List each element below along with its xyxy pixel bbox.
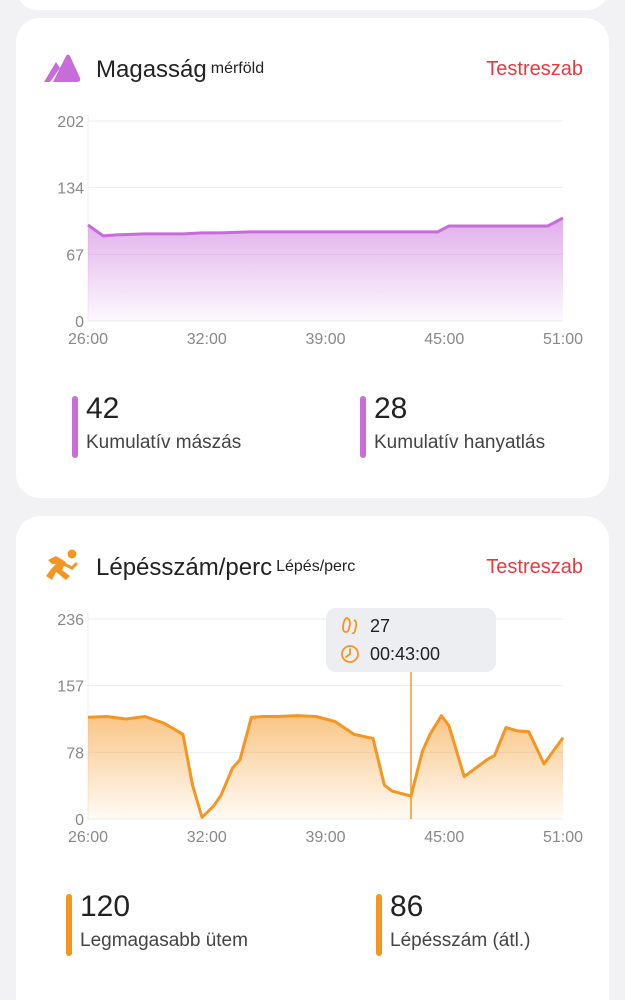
y-tick-label: 0 (75, 812, 84, 829)
mountain-icon (44, 54, 81, 82)
stat-label: Kumulatív mászás (86, 432, 242, 453)
stat-bar (376, 894, 382, 956)
y-tick-label: 202 (57, 114, 84, 131)
cadence-chart[interactable]: 236 157 78 026:00 32:00 39:00 45:00 51:00 (16, 516, 609, 856)
series-area (88, 218, 563, 321)
stat-bar (72, 396, 78, 458)
altitude-customize-button[interactable]: Testreszab (486, 58, 583, 80)
clock-icon (341, 645, 359, 663)
series-line (87, 216, 564, 238)
series-line (87, 714, 565, 819)
stat-value: 120 (80, 890, 131, 923)
x-tick-label: 39:00 (305, 829, 345, 846)
altitude-header: Magasság mérföld Testreszab (16, 18, 609, 118)
x-tick-label: 32:00 (187, 331, 227, 348)
y-tick-label: 134 (57, 181, 84, 198)
tooltip-time-row: 00:43:00 (340, 642, 440, 666)
x-tick-label: 45:00 (424, 829, 464, 846)
tooltip-time: 00:43:00 (370, 643, 441, 664)
cadence-customize-button[interactable]: Testreszab (486, 556, 583, 578)
footprint-icon (342, 617, 358, 635)
stat-bar (360, 396, 366, 458)
stat-label: Lépésszám (átl.) (390, 930, 531, 951)
y-tick-label: 0 (75, 314, 84, 331)
page-title: Magasság mérföld (96, 56, 264, 84)
x-tick-label: 45:00 (424, 331, 464, 348)
stat-value: 28 (374, 392, 408, 425)
altitude-chart: 202 134 67 026:00 32:00 39:00 45:00 51:00 (57, 114, 583, 348)
series-area (88, 715, 563, 819)
stat-bar (66, 894, 72, 956)
x-tick-label: 39:00 (305, 331, 345, 348)
x-tick-label: 26:00 (68, 331, 108, 348)
running-icon (46, 549, 78, 580)
stat-value: 86 (390, 890, 424, 923)
cadence-title-group: Lépésszám/perc Lépés/perc (96, 554, 355, 582)
altitude-unit: mérföld (210, 60, 265, 77)
x-tick-label: 51:00 (543, 829, 583, 846)
x-tick-label: 26:00 (68, 829, 108, 846)
stat-label: Legmagasabb ütem (80, 930, 248, 951)
y-tick-label: 78 (66, 745, 84, 762)
x-tick-label: 51:00 (543, 331, 583, 348)
tooltip-steps-row: 27 (340, 614, 390, 638)
chart-tooltip: 27 00:43:00 (326, 608, 496, 672)
altitude-card: Magasság mérföld Testreszab 202 134 67 0 26:0… (16, 18, 609, 498)
stat-value: 42 (86, 392, 120, 425)
y-tick-label: 236 (57, 612, 84, 629)
cadence-unit: Lépés/perc (276, 558, 356, 575)
cadence-title: Lépésszám/perc (96, 554, 273, 581)
cadence-header: Lépésszám/perc Lépés/perc Testreszab (16, 516, 609, 616)
previous-card-edge (16, 0, 609, 10)
tooltip-steps: 27 (370, 615, 391, 636)
y-tick-label: 157 (57, 679, 84, 696)
y-tick-label: 67 (66, 247, 84, 264)
cadence-card: Lépésszám/perc Lépés/perc Testreszab 236 1… (16, 516, 609, 1000)
altitude-title: Magasság (96, 56, 207, 83)
x-tick-label: 32:00 (187, 829, 227, 846)
stat-label: Kumulatív hanyatlás (374, 432, 546, 453)
